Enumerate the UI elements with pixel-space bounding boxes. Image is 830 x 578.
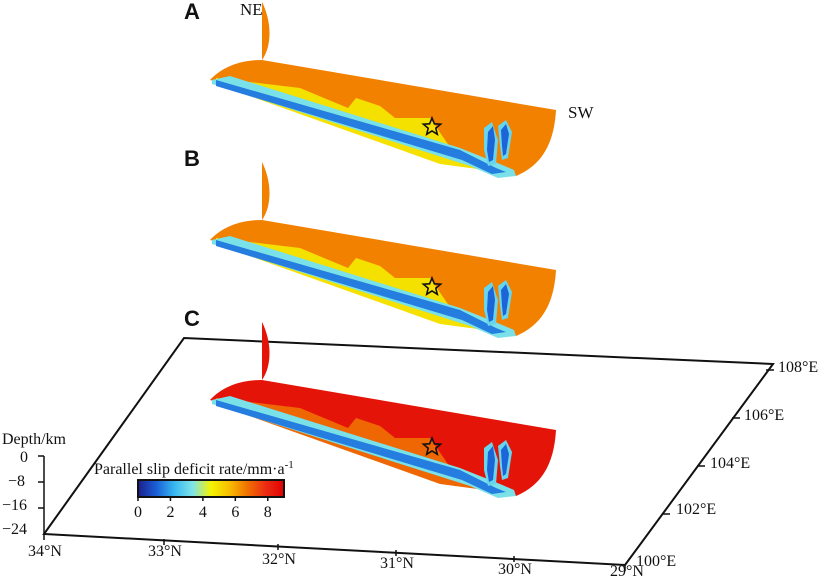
lat-tick-32: 32°N <box>262 551 296 568</box>
latitude-tick-marks <box>43 534 626 571</box>
direction-label-ne: NE <box>240 0 263 19</box>
slip-deficit-channel <box>487 446 495 482</box>
lon-tick-106: 106°E <box>744 407 784 424</box>
depth-axis-label: Depth/km <box>2 431 67 448</box>
colorbar-tick-label: 2 <box>166 504 174 521</box>
depth-tick-0: 0 <box>20 449 28 466</box>
lon-tick-102: 102°E <box>676 501 716 518</box>
longitude-ticks: 100°E 102°E 104°E 106°E 108°E <box>636 359 818 570</box>
panel-label-c: C <box>184 306 200 331</box>
lat-tick-34: 34°N <box>28 543 62 560</box>
slip-deficit-zone-lowest <box>216 80 506 174</box>
slip-deficit-channel <box>487 286 495 322</box>
colorbar-tick-label: 4 <box>199 504 207 521</box>
slip-deficit-channel <box>501 124 509 156</box>
depth-tick-8: −8 <box>8 473 25 490</box>
fault-surface <box>210 2 556 176</box>
direction-label-sw: SW <box>568 103 594 122</box>
lat-tick-30: 30°N <box>498 561 532 578</box>
colorbar-tick-label: 8 <box>264 504 272 521</box>
slip-deficit-channel <box>501 444 509 476</box>
panel-label-a: A <box>184 0 200 24</box>
fault-surface-panel-b <box>210 162 556 338</box>
depth-tick-16: −16 <box>2 497 27 514</box>
depth-ticks: 0 −8 −16 −24 <box>2 449 28 538</box>
slip-deficit-zone-lowest <box>216 400 506 494</box>
epicenter-star <box>421 115 443 137</box>
panel-label-b: B <box>184 146 200 171</box>
colorbar-tick-label: 0 <box>134 504 142 521</box>
colorbar <box>137 479 285 498</box>
colorbar-title: Parallel slip deficit rate/mm·a-1 <box>94 459 294 478</box>
slip-deficit-channel <box>501 284 509 316</box>
longitude-tick-marks <box>662 369 774 515</box>
lat-tick-31: 31°N <box>380 555 414 572</box>
lon-tick-108: 108°E <box>778 359 818 376</box>
fault-surface <box>210 322 556 496</box>
fault-surface-panel-c <box>210 322 556 498</box>
epicenter-star <box>421 275 443 297</box>
fault-surface <box>210 162 556 336</box>
depth-tick-24: −24 <box>2 521 27 538</box>
lon-tick-100: 100°E <box>636 553 676 570</box>
colorbar-tick-label: 6 <box>231 504 239 521</box>
slip-deficit-zone-lowest <box>216 240 506 334</box>
latitude-ticks: 34°N 33°N 32°N 31°N 30°N 29°N <box>28 543 644 578</box>
depth-tick-marks <box>38 455 44 509</box>
lon-tick-104: 104°E <box>710 455 750 472</box>
colorbar-ticks: 0 2 4 6 8 <box>134 497 272 521</box>
map-frame <box>42 336 775 567</box>
epicenter-star <box>421 435 443 457</box>
lat-tick-29: 29°N <box>610 563 644 578</box>
slip-deficit-channel <box>487 126 495 162</box>
lat-tick-33: 33°N <box>148 543 182 560</box>
fault-surface-panel-a <box>210 2 556 178</box>
